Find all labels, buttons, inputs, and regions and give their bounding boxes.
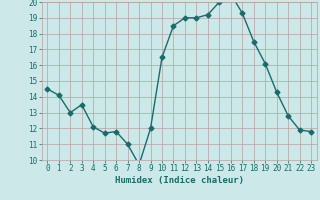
X-axis label: Humidex (Indice chaleur): Humidex (Indice chaleur) — [115, 176, 244, 185]
